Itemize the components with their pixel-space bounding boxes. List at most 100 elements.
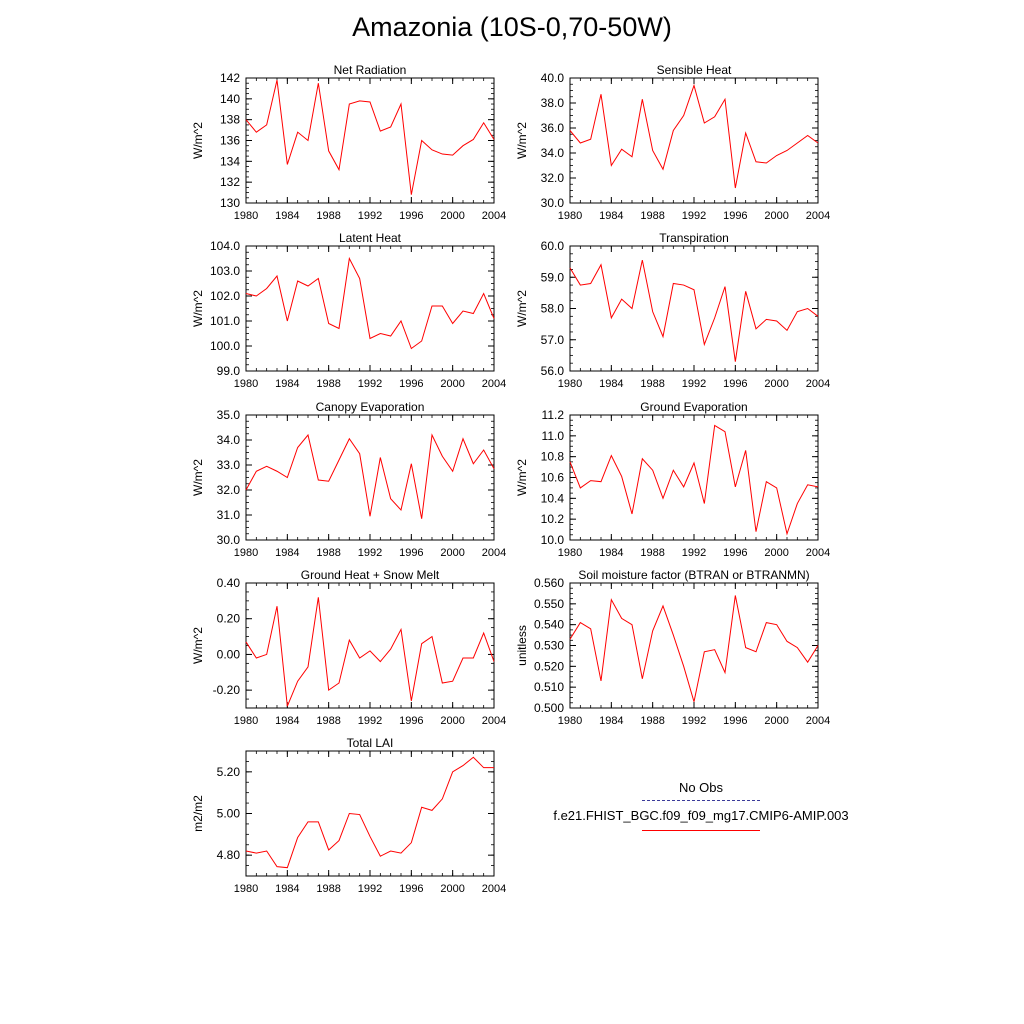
x-tick-label: 1988 xyxy=(316,378,340,390)
panel-title: Total LAI xyxy=(347,736,394,750)
y-tick-label: 31.0 xyxy=(217,508,241,522)
x-tick-label: 1996 xyxy=(399,547,423,559)
x-tick-label: 1980 xyxy=(558,715,582,727)
y-tick-label: 34.0 xyxy=(541,146,565,160)
x-tick-label: 1984 xyxy=(275,883,299,895)
y-tick-label: 0.520 xyxy=(534,659,564,673)
series-line xyxy=(569,83,819,189)
x-tick-label: 1992 xyxy=(358,715,382,727)
x-tick-label: 2004 xyxy=(806,378,830,390)
legend-model-label: f.e21.FHIST_BGC.f09_f09_mg17.CMIP6-AMIP.… xyxy=(553,808,849,823)
chart-panel-6: 1980 1984 1988 1992 1996 2000 2004 10.0 10.2 10.4… xyxy=(515,400,830,559)
x-tick-label: 2004 xyxy=(482,378,506,390)
y-tick-label: 0.00 xyxy=(217,647,241,661)
y-axis-label: W/m^2 xyxy=(191,122,205,159)
y-tick-label: 4.80 xyxy=(217,848,241,862)
y-tick-label: 142 xyxy=(220,71,240,85)
y-tick-label: 0.500 xyxy=(534,701,564,715)
y-tick-label: 10.2 xyxy=(541,512,565,526)
x-tick-label: 1984 xyxy=(275,547,299,559)
x-tick-label: 2000 xyxy=(764,715,788,727)
series-line xyxy=(245,79,495,195)
x-tick-label: 1988 xyxy=(640,715,664,727)
y-tick-label: 10.6 xyxy=(541,471,565,485)
x-tick-label: 2004 xyxy=(482,210,506,222)
x-tick-label: 2004 xyxy=(482,883,506,895)
x-tick-label: 1996 xyxy=(723,547,747,559)
x-tick-label: 1984 xyxy=(599,715,623,727)
y-tick-label: 32.0 xyxy=(541,171,565,185)
plot-frame xyxy=(569,582,819,709)
y-tick-label: 11.0 xyxy=(542,429,565,443)
x-tick-label: 2004 xyxy=(482,547,506,559)
y-tick-label: 36.0 xyxy=(541,121,565,135)
y-tick-label: 38.0 xyxy=(541,96,565,110)
x-tick-label: 1984 xyxy=(275,715,299,727)
x-tick-label: 1992 xyxy=(682,210,706,222)
y-tick-label: 102.0 xyxy=(210,289,240,303)
x-tick-label: 2000 xyxy=(764,210,788,222)
y-tick-label: 104.0 xyxy=(210,239,240,253)
chart-panel-1: 1980 1984 1988 1992 1996 2000 2004 130 132 134 136… xyxy=(191,63,506,222)
y-tick-label: -0.20 xyxy=(213,683,241,697)
series-line xyxy=(245,597,495,707)
series-line xyxy=(245,756,494,869)
x-tick-label: 1988 xyxy=(316,547,340,559)
x-tick-label: 1988 xyxy=(640,378,664,390)
x-tick-label: 2000 xyxy=(440,547,464,559)
y-tick-label: 40.0 xyxy=(541,71,565,85)
chart-panel-7: 1980 1984 1988 1992 1996 2000 2004 -0.20 0.00 0.2… xyxy=(191,568,506,727)
y-axis-label: W/m^2 xyxy=(191,290,205,327)
x-tick-label: 1980 xyxy=(234,547,258,559)
x-tick-label: 2000 xyxy=(440,210,464,222)
x-tick-label: 1996 xyxy=(399,378,423,390)
x-tick-label: 1992 xyxy=(682,715,706,727)
x-tick-label: 1992 xyxy=(682,378,706,390)
y-tick-label: 30.0 xyxy=(217,533,241,547)
figure-title: Amazonia (10S-0,70-50W) xyxy=(352,12,672,42)
y-tick-label: 11.2 xyxy=(542,408,565,422)
panel-title: Canopy Evaporation xyxy=(316,400,425,414)
x-tick-label: 1988 xyxy=(316,715,340,727)
x-tick-label: 1992 xyxy=(358,210,382,222)
x-tick-label: 1984 xyxy=(599,378,623,390)
x-tick-label: 1996 xyxy=(723,210,747,222)
x-tick-label: 1992 xyxy=(358,547,382,559)
panel-title: Latent Heat xyxy=(339,231,402,245)
x-tick-label: 1996 xyxy=(723,715,747,727)
y-axis-label: W/m^2 xyxy=(191,627,205,664)
x-tick-label: 1996 xyxy=(723,378,747,390)
x-tick-label: 1996 xyxy=(399,715,423,727)
plot-frame xyxy=(245,77,495,204)
x-tick-label: 2000 xyxy=(440,715,464,727)
y-tick-label: 30.0 xyxy=(541,196,565,210)
x-tick-label: 2004 xyxy=(806,715,830,727)
chart-panel-9: 1980 1984 1988 1992 1996 2000 2004 4.80 5.00 5.20… xyxy=(191,736,506,895)
x-tick-label: 2000 xyxy=(764,547,788,559)
y-tick-label: 60.0 xyxy=(541,239,565,253)
x-tick-label: 1992 xyxy=(358,378,382,390)
x-tick-label: 2004 xyxy=(806,547,830,559)
chart-panel-3: 1980 1984 1988 1992 1996 2000 2004 99.0 100.0 101… xyxy=(191,231,506,390)
y-tick-label: 0.20 xyxy=(217,612,241,626)
x-tick-label: 1980 xyxy=(234,378,258,390)
y-tick-label: 33.0 xyxy=(217,458,241,472)
y-axis-label: W/m^2 xyxy=(515,459,529,496)
x-tick-label: 1988 xyxy=(316,883,340,895)
legend-obs-swatch xyxy=(642,800,760,801)
plot-frame xyxy=(569,77,819,204)
y-tick-label: 130 xyxy=(220,196,240,210)
panel-title: Sensible Heat xyxy=(657,63,732,77)
y-tick-label: 138 xyxy=(220,113,240,127)
x-tick-label: 1996 xyxy=(399,210,423,222)
y-tick-label: 5.00 xyxy=(217,807,241,821)
y-tick-label: 0.530 xyxy=(534,639,564,653)
plot-frame xyxy=(569,245,819,372)
x-tick-label: 1980 xyxy=(558,378,582,390)
y-tick-label: 34.0 xyxy=(217,433,241,447)
y-tick-label: 103.0 xyxy=(210,264,240,278)
y-axis-label: unitless xyxy=(515,625,529,666)
y-tick-label: 58.0 xyxy=(541,302,565,316)
series-line xyxy=(569,424,819,536)
x-tick-label: 1980 xyxy=(234,210,258,222)
